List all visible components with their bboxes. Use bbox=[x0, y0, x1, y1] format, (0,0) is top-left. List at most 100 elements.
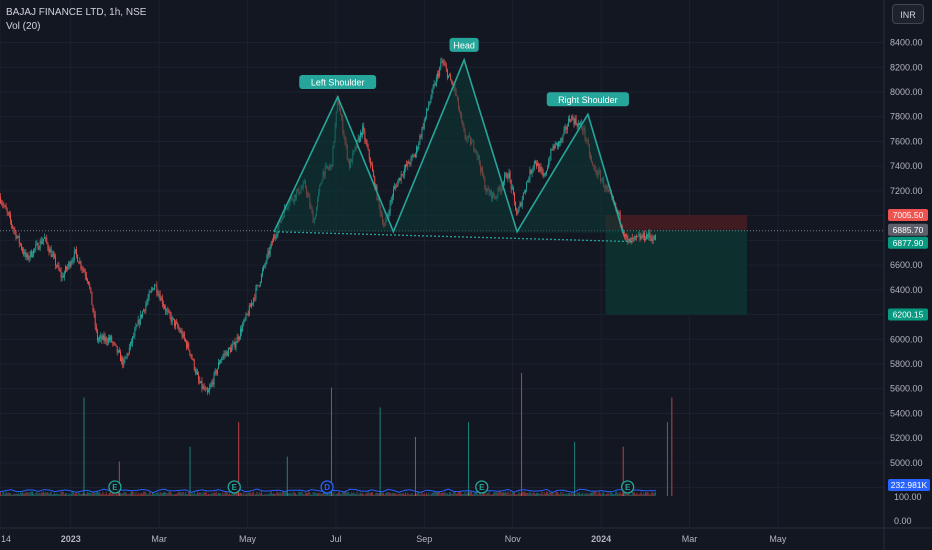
currency-button[interactable]: INR bbox=[892, 4, 924, 24]
price-label: 7005.50 bbox=[893, 210, 924, 220]
volume-bar bbox=[71, 491, 73, 496]
volume-bar bbox=[188, 491, 190, 496]
candle-body bbox=[570, 120, 572, 122]
volume-bar bbox=[473, 493, 475, 496]
candle-body bbox=[417, 147, 419, 149]
volume-bar bbox=[44, 493, 46, 496]
volume-bar bbox=[301, 491, 303, 496]
volume-bar bbox=[386, 492, 388, 496]
candle-body bbox=[651, 237, 653, 242]
volume-bar bbox=[388, 492, 390, 496]
volume-bar bbox=[134, 494, 136, 496]
volume-bar bbox=[178, 491, 180, 496]
volume-indicator-title[interactable]: Vol (20) bbox=[6, 21, 41, 32]
volume-bar bbox=[191, 492, 193, 496]
candle-body bbox=[267, 251, 269, 256]
pattern-label[interactable]: Right Shoulder bbox=[558, 95, 618, 105]
volume-bar bbox=[269, 492, 271, 496]
candle-body bbox=[561, 139, 563, 141]
candle-body bbox=[631, 238, 633, 240]
candle-body bbox=[531, 170, 533, 174]
volume-bar bbox=[428, 492, 430, 496]
earnings-marker[interactable] bbox=[620, 480, 635, 494]
volume-bar bbox=[51, 494, 53, 496]
dividend-marker[interactable] bbox=[320, 480, 334, 494]
volume-bar bbox=[554, 492, 556, 496]
volume-bar bbox=[229, 493, 230, 496]
volume-bar bbox=[528, 493, 530, 496]
candle-body bbox=[105, 337, 107, 342]
pattern-label-box[interactable] bbox=[449, 37, 479, 52]
volume-bar bbox=[497, 492, 499, 496]
volume-bar bbox=[519, 493, 521, 496]
symbol-title[interactable]: BAJAJ FINANCE LTD, 1h, NSE bbox=[6, 7, 147, 18]
volume-bar bbox=[636, 492, 638, 496]
profit-target-zone[interactable] bbox=[605, 229, 747, 315]
candle-body bbox=[419, 135, 421, 144]
volume-bar bbox=[158, 494, 160, 496]
volume-bar bbox=[156, 492, 158, 496]
candle-body bbox=[81, 267, 83, 270]
stop-loss-zone[interactable] bbox=[605, 214, 747, 230]
candle-body bbox=[367, 146, 369, 150]
volume-bar bbox=[205, 492, 207, 496]
volume-bar bbox=[154, 494, 156, 496]
earnings-marker[interactable] bbox=[108, 480, 122, 494]
candle-body bbox=[266, 255, 268, 263]
volume-bar bbox=[123, 492, 125, 496]
candle-body bbox=[361, 132, 362, 136]
volume-bar bbox=[211, 492, 213, 496]
volume-bar bbox=[215, 491, 217, 496]
volume-bar bbox=[309, 492, 311, 496]
volume-bar bbox=[161, 492, 163, 496]
volume-bar bbox=[262, 494, 263, 496]
volume-bar bbox=[490, 494, 492, 496]
volume-bar bbox=[547, 492, 548, 496]
candle-body bbox=[624, 234, 626, 237]
pattern-label-box[interactable] bbox=[546, 92, 629, 107]
candle-body bbox=[123, 359, 125, 366]
candle-body bbox=[424, 116, 426, 121]
volume-bar bbox=[537, 492, 539, 496]
pattern-label[interactable]: Left Shoulder bbox=[311, 77, 365, 87]
volume-bar bbox=[332, 493, 334, 496]
earnings-marker[interactable] bbox=[475, 480, 489, 494]
volume-bar bbox=[295, 492, 296, 496]
candle-body bbox=[179, 329, 181, 333]
time-tick-label: May bbox=[769, 534, 787, 544]
pattern-zigzag-line[interactable] bbox=[273, 57, 624, 234]
volume-bar bbox=[476, 491, 478, 496]
volume-bar bbox=[106, 494, 108, 496]
volume-bar bbox=[390, 493, 392, 496]
candle-body bbox=[85, 275, 87, 279]
candle-body bbox=[137, 319, 139, 326]
volume-bar bbox=[445, 494, 447, 496]
volume-bar bbox=[308, 491, 310, 496]
volume-bar bbox=[424, 494, 426, 496]
volume-bar bbox=[604, 494, 606, 496]
volume-bar bbox=[449, 492, 451, 496]
volume-bar bbox=[397, 494, 399, 496]
volume-bar bbox=[224, 492, 226, 496]
volume-bar bbox=[314, 492, 316, 496]
volume-bar bbox=[182, 491, 184, 496]
volume-bar bbox=[46, 492, 48, 496]
candle-body bbox=[2, 203, 4, 205]
volume-bar bbox=[621, 492, 623, 496]
volume-bar bbox=[231, 494, 233, 496]
earnings-marker[interactable] bbox=[227, 480, 241, 494]
candle-body bbox=[232, 344, 234, 347]
pattern-label[interactable]: Head bbox=[453, 40, 475, 50]
candle-body bbox=[445, 66, 447, 70]
pattern-label-box[interactable] bbox=[299, 74, 377, 89]
volume-bar bbox=[358, 493, 360, 496]
volume-bar bbox=[72, 492, 74, 496]
volume-bar bbox=[446, 493, 448, 496]
volume-bar bbox=[242, 494, 244, 496]
candle-body bbox=[197, 371, 198, 375]
candle-body bbox=[176, 322, 178, 324]
candle-body bbox=[252, 302, 254, 304]
volume-bar bbox=[190, 494, 192, 496]
candle-body bbox=[552, 145, 554, 150]
